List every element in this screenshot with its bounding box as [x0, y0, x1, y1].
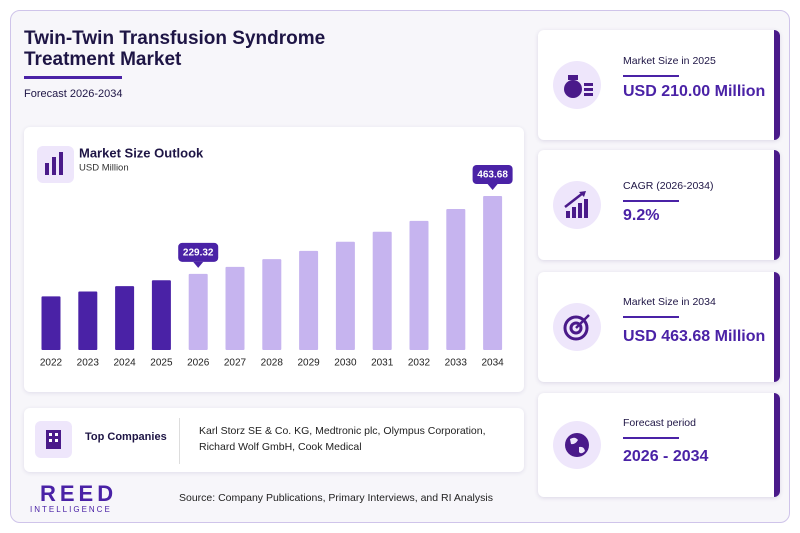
bar: [372, 231, 392, 350]
x-tick-label: 2028: [261, 358, 284, 369]
x-tick-label: 2032: [408, 358, 431, 369]
card-icon: [553, 61, 601, 109]
logo-name: REED: [40, 481, 118, 506]
x-tick-label: 2024: [113, 358, 136, 369]
card-icon: [553, 303, 601, 351]
subtitle: Forecast 2026-2034: [24, 88, 123, 100]
title: Twin-Twin Transfusion Syndrome Treatment…: [24, 28, 325, 70]
bar: [188, 273, 208, 350]
value-label-pointer: [487, 184, 498, 190]
card-value: 2026 - 2034: [623, 448, 709, 465]
card-icon: [553, 181, 601, 229]
logo-tagline: INTELLIGENCE: [30, 505, 112, 514]
x-tick-label: 2034: [481, 358, 504, 369]
card-value: USD 463.68 Million: [623, 328, 766, 345]
bar: [41, 296, 61, 350]
card-rule: [623, 437, 679, 439]
card-icon: [553, 421, 601, 469]
chart-panel: Market Size Outlook USD Million 2022 2023…: [24, 127, 524, 392]
bar: [409, 220, 429, 350]
value-label: 229.32: [183, 247, 214, 258]
card-label: Forecast period: [623, 417, 696, 429]
bar: [225, 266, 245, 350]
x-tick-label: 2029: [297, 358, 320, 369]
x-tick-label: 2030: [334, 358, 357, 369]
companies-icon: [46, 430, 61, 449]
companies-panel: Top Companies Karl Storz SE & Co. KG, Me…: [24, 408, 524, 472]
x-tick-label: 2031: [371, 358, 394, 369]
x-tick-label: 2023: [77, 358, 100, 369]
divider: [179, 418, 180, 464]
x-tick-label: 2022: [40, 358, 63, 369]
card: Market Size in 2025 USD 210.00 Million: [538, 30, 780, 140]
companies-text: Karl Storz SE & Co. KG, Medtronic plc, O…: [199, 425, 486, 453]
bar: [115, 286, 135, 350]
title-underline: [24, 76, 122, 79]
bar: [299, 250, 319, 350]
card-rule: [623, 75, 679, 77]
x-tick-label: 2025: [150, 358, 173, 369]
bar: [151, 280, 171, 350]
bar: [78, 291, 98, 350]
chart-icon: [45, 163, 49, 175]
source: Source: Company Publications, Primary In…: [179, 492, 493, 504]
card: CAGR (2026-2034) 9.2%: [538, 150, 780, 260]
bar: [446, 208, 466, 350]
card: Forecast period 2026 - 2034: [538, 393, 780, 497]
value-label-bg: [178, 242, 219, 262]
value-label: 463.68: [477, 170, 508, 181]
chart-icon: [59, 152, 63, 175]
value-label-pointer: [193, 261, 204, 268]
card-value: 9.2%: [623, 207, 660, 224]
card-label: Market Size in 2025: [623, 55, 716, 67]
x-tick-label: 2026: [187, 358, 210, 369]
x-tick-label: 2027: [224, 358, 247, 369]
card-label: CAGR (2026-2034): [623, 180, 714, 192]
card-rule: [623, 200, 679, 202]
card-label: Market Size in 2034: [623, 296, 716, 308]
title-line: Treatment Market: [24, 49, 182, 70]
title-line: Twin-Twin Transfusion Syndrome: [24, 28, 326, 49]
companies-icon-bg: [35, 421, 72, 458]
chart-icon: [52, 157, 56, 175]
card: Market Size in 2034 USD 463.68 Million: [538, 272, 780, 382]
chart-title: Market Size Outlook: [79, 145, 204, 160]
bar: [262, 259, 282, 350]
bar: [483, 196, 503, 350]
chart-subtitle: USD Million: [79, 163, 129, 174]
bar: [335, 241, 355, 350]
card-rule: [623, 316, 679, 318]
card-value: USD 210.00 Million: [623, 83, 766, 100]
chart: Market Size Outlook USD Million 2022 2023…: [37, 145, 513, 369]
value-label-bg: [472, 165, 513, 184]
companies-label: Top Companies: [85, 431, 167, 443]
x-tick-label: 2033: [445, 358, 468, 369]
